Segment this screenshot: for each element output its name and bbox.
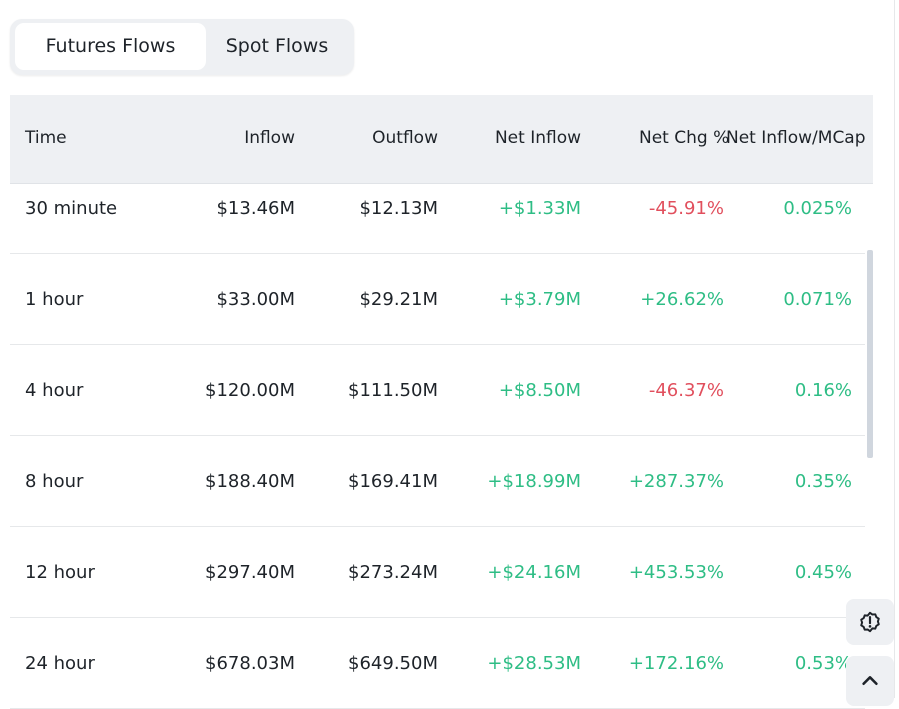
feedback-button[interactable] (846, 599, 894, 645)
cell-net-inflow-mcap: 0.45% (794, 562, 852, 583)
flows-table: Time Inflow Outflow Net Inflow Net Chg %… (10, 95, 873, 709)
cell-net-chg: +453.53% (628, 562, 724, 583)
cell-net-inflow: +$24.16M (487, 562, 581, 583)
chevron-up-icon (862, 676, 878, 686)
cell-inflow: $13.46M (216, 198, 295, 219)
cell-time: 30 minute (25, 198, 118, 219)
header-inflow: Inflow (244, 128, 295, 148)
cell-time: 12 hour (25, 562, 95, 583)
cell-outflow: $12.13M (359, 198, 438, 219)
tab-futures-flows[interactable]: Futures Flows (15, 23, 206, 70)
header-net-inflow-mcap: Net Inflow/MCap (726, 128, 866, 148)
cell-net-chg: -46.37% (648, 380, 724, 401)
cell-net-inflow: +$3.79M (498, 289, 581, 310)
table-row: 12 hour $297.40M $273.24M +$24.16M +453.53% 0… (10, 527, 865, 618)
cell-inflow: $120.00M (205, 380, 295, 401)
cell-time: 8 hour (25, 471, 84, 492)
cell-inflow: $188.40M (205, 471, 295, 492)
table-row: 8 hour $188.40M $169.41M +$18.99M +287.37% 0.… (10, 436, 865, 527)
table-row: 30 minute $13.46M $12.13M +$1.33M -45.91% 0.0… (10, 184, 865, 254)
cell-net-chg: -45.91% (648, 198, 724, 219)
cell-outflow: $649.50M (348, 653, 438, 674)
alert-badge-icon (860, 611, 880, 633)
cell-outflow: $111.50M (348, 380, 438, 401)
cell-net-inflow-mcap: 0.35% (794, 471, 852, 492)
table-row: 4 hour $120.00M $111.50M +$8.50M -46.37% 0.16… (10, 345, 865, 436)
cell-net-chg: +172.16% (628, 653, 724, 674)
tab-spot-flows[interactable]: Spot Flows (225, 35, 329, 57)
scroll-to-top-button[interactable] (846, 656, 894, 706)
cell-net-inflow-mcap: 0.071% (783, 289, 852, 310)
cell-net-inflow-mcap: 0.025% (783, 198, 852, 219)
flow-type-tabs: Futures Flows Spot Flows (10, 19, 354, 75)
table-row: 24 hour $678.03M $649.50M +$28.53M +172.16% 0… (10, 618, 865, 709)
cell-outflow: $29.21M (359, 289, 438, 310)
header-time: Time (25, 128, 67, 148)
table-header: Time Inflow Outflow Net Inflow Net Chg %… (10, 95, 873, 184)
cell-time: 24 hour (25, 653, 95, 674)
cell-inflow: $297.40M (205, 562, 295, 583)
page-divider (894, 0, 895, 698)
table-row: 1 hour $33.00M $29.21M +$3.79M +26.62% 0.071% (10, 254, 865, 345)
cell-inflow: $678.03M (205, 653, 295, 674)
header-outflow: Outflow (372, 128, 438, 148)
cell-time: 4 hour (25, 380, 84, 401)
cell-net-inflow: +$28.53M (487, 653, 581, 674)
cell-net-inflow-mcap: 0.53% (794, 653, 852, 674)
cell-outflow: $169.41M (348, 471, 438, 492)
cell-outflow: $273.24M (348, 562, 438, 583)
scrollbar[interactable] (867, 250, 873, 458)
cell-inflow: $33.00M (216, 289, 295, 310)
cell-net-inflow: +$18.99M (487, 471, 581, 492)
cell-net-chg: +287.37% (628, 471, 724, 492)
header-net-chg: Net Chg % (639, 128, 730, 148)
cell-net-inflow-mcap: 0.16% (794, 380, 852, 401)
cell-net-chg: +26.62% (640, 289, 724, 310)
header-net-inflow: Net Inflow (494, 128, 581, 148)
cell-net-inflow: +$1.33M (498, 198, 581, 219)
cell-net-inflow: +$8.50M (498, 380, 581, 401)
cell-time: 1 hour (25, 289, 84, 310)
